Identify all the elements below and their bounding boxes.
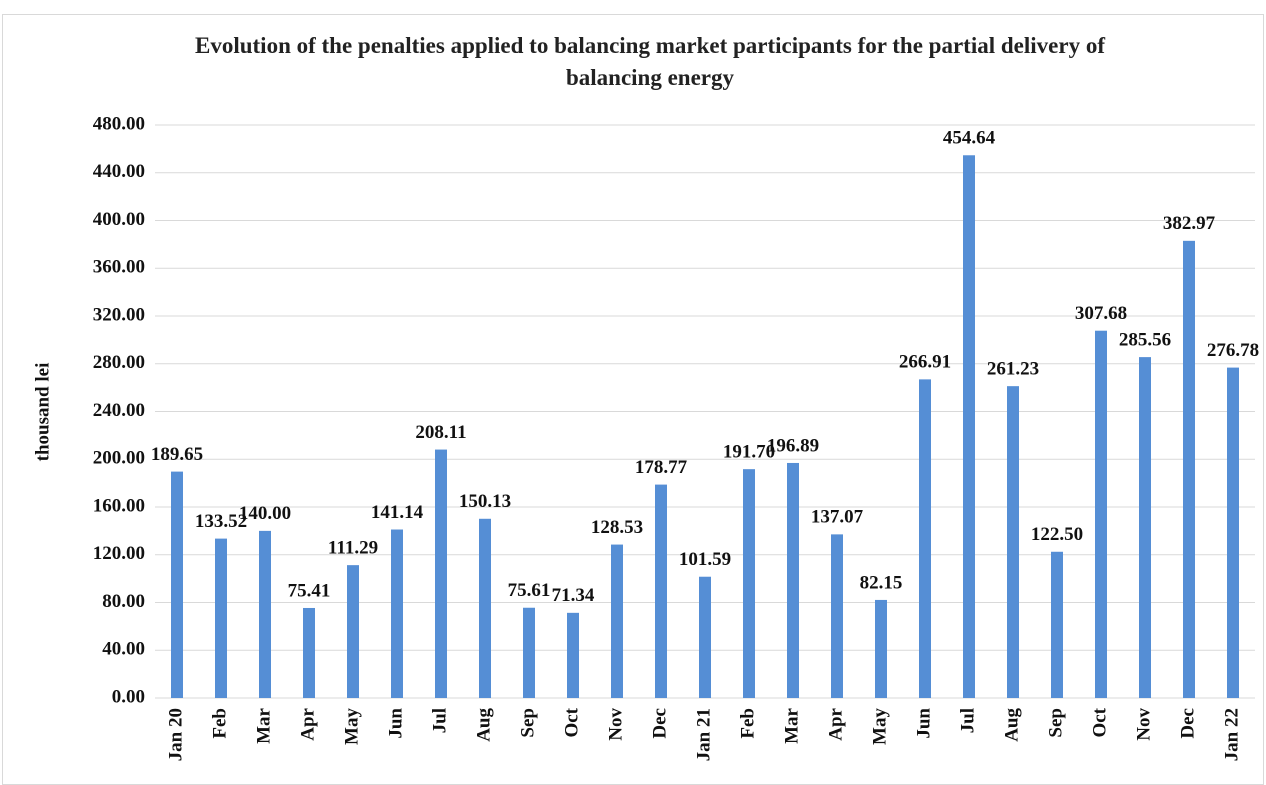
value-label: 454.64 <box>943 128 996 149</box>
bar <box>787 462 799 698</box>
value-label: 191.70 <box>723 442 775 463</box>
x-tick-label: Mar <box>253 707 274 743</box>
x-tick-label: Mar <box>781 707 802 743</box>
x-tick-label: Dec <box>649 708 670 739</box>
y-tick-label: 160.00 <box>93 495 145 516</box>
bar <box>215 538 227 698</box>
y-tick-label: 400.00 <box>93 209 145 230</box>
x-tick-label: Aug <box>1001 708 1022 742</box>
x-tick-label: Sep <box>1045 708 1066 738</box>
chart-title: Evolution of the penalties applied to ba… <box>195 33 1105 90</box>
x-tick-label: May <box>869 708 890 745</box>
bar <box>1139 357 1151 698</box>
bar <box>743 469 755 698</box>
x-tick-label: Nov <box>605 708 626 741</box>
y-tick-label: 80.00 <box>102 591 145 612</box>
value-label: 189.65 <box>151 444 203 465</box>
x-tick-label: Oct <box>561 707 582 737</box>
x-tick-label: Jun <box>385 708 406 739</box>
value-label: 196.89 <box>767 435 819 456</box>
value-label: 266.91 <box>899 352 951 373</box>
x-tick-label: Jun <box>913 708 934 739</box>
bar <box>259 530 271 698</box>
value-label: 141.14 <box>371 502 424 523</box>
bar <box>919 379 931 698</box>
value-label: 285.56 <box>1119 329 1171 350</box>
x-tick-label: Sep <box>517 708 538 738</box>
y-tick-label: 40.00 <box>102 639 145 660</box>
bar <box>303 607 315 698</box>
x-tick-label: Jan 20 <box>165 708 186 761</box>
bar <box>347 565 359 698</box>
bar <box>1227 367 1239 698</box>
bar <box>655 484 667 698</box>
value-label: 178.77 <box>635 457 688 478</box>
x-tick-label: Dec <box>1177 708 1198 739</box>
y-tick-label: 440.00 <box>93 161 145 182</box>
value-label: 208.11 <box>415 422 466 443</box>
value-label: 276.78 <box>1207 340 1259 361</box>
x-tick-label: Oct <box>1089 707 1110 737</box>
bar <box>1051 551 1063 698</box>
x-tick-label: Feb <box>737 708 758 739</box>
value-label: 122.50 <box>1031 524 1083 545</box>
value-label: 128.53 <box>591 517 643 538</box>
bar <box>171 471 183 698</box>
bar <box>831 534 843 698</box>
value-label: 71.34 <box>552 585 595 606</box>
bar <box>699 576 711 698</box>
value-label: 150.13 <box>459 491 511 512</box>
value-label: 82.15 <box>860 572 903 593</box>
x-tick-label: Jan 21 <box>693 708 714 761</box>
bar <box>1095 330 1107 698</box>
value-label: 133.52 <box>195 511 247 532</box>
value-label: 75.41 <box>288 580 331 601</box>
value-label: 111.29 <box>328 538 378 559</box>
bar <box>567 612 579 698</box>
x-tick-label: Apr <box>297 707 318 740</box>
bar <box>611 544 623 698</box>
y-tick-label: 320.00 <box>93 304 145 325</box>
x-tick-label: Nov <box>1133 708 1154 741</box>
y-tick-label: 360.00 <box>93 257 145 278</box>
bar <box>523 607 535 698</box>
x-tick-label: Feb <box>209 708 230 739</box>
y-tick-label: 280.00 <box>93 352 145 373</box>
x-tick-label: Jan 22 <box>1221 708 1242 761</box>
bar <box>391 529 403 698</box>
value-label: 382.97 <box>1163 213 1216 234</box>
y-tick-label: 480.00 <box>93 113 145 134</box>
bar <box>1183 240 1195 698</box>
x-tick-label: May <box>341 708 362 745</box>
x-tick-label: Apr <box>825 707 846 740</box>
value-label: 261.23 <box>987 359 1039 380</box>
bar <box>963 155 975 698</box>
value-label: 101.59 <box>679 549 731 570</box>
bar <box>479 518 491 698</box>
value-label: 75.61 <box>508 580 551 601</box>
x-tick-label: Jul <box>957 708 978 733</box>
value-label: 140.00 <box>239 503 291 524</box>
y-tick-label: 240.00 <box>93 400 145 421</box>
bar <box>1007 386 1019 698</box>
x-tick-label: Aug <box>473 708 494 742</box>
bar <box>875 599 887 698</box>
value-label: 137.07 <box>811 507 864 528</box>
x-tick-label: Jul <box>429 708 450 733</box>
value-label: 307.68 <box>1075 303 1127 324</box>
y-axis-label: thousand lei <box>32 363 53 462</box>
y-tick-label: 120.00 <box>93 543 145 564</box>
y-tick-label: 0.00 <box>112 686 145 707</box>
bar <box>435 449 447 698</box>
y-tick-label: 200.00 <box>93 448 145 469</box>
